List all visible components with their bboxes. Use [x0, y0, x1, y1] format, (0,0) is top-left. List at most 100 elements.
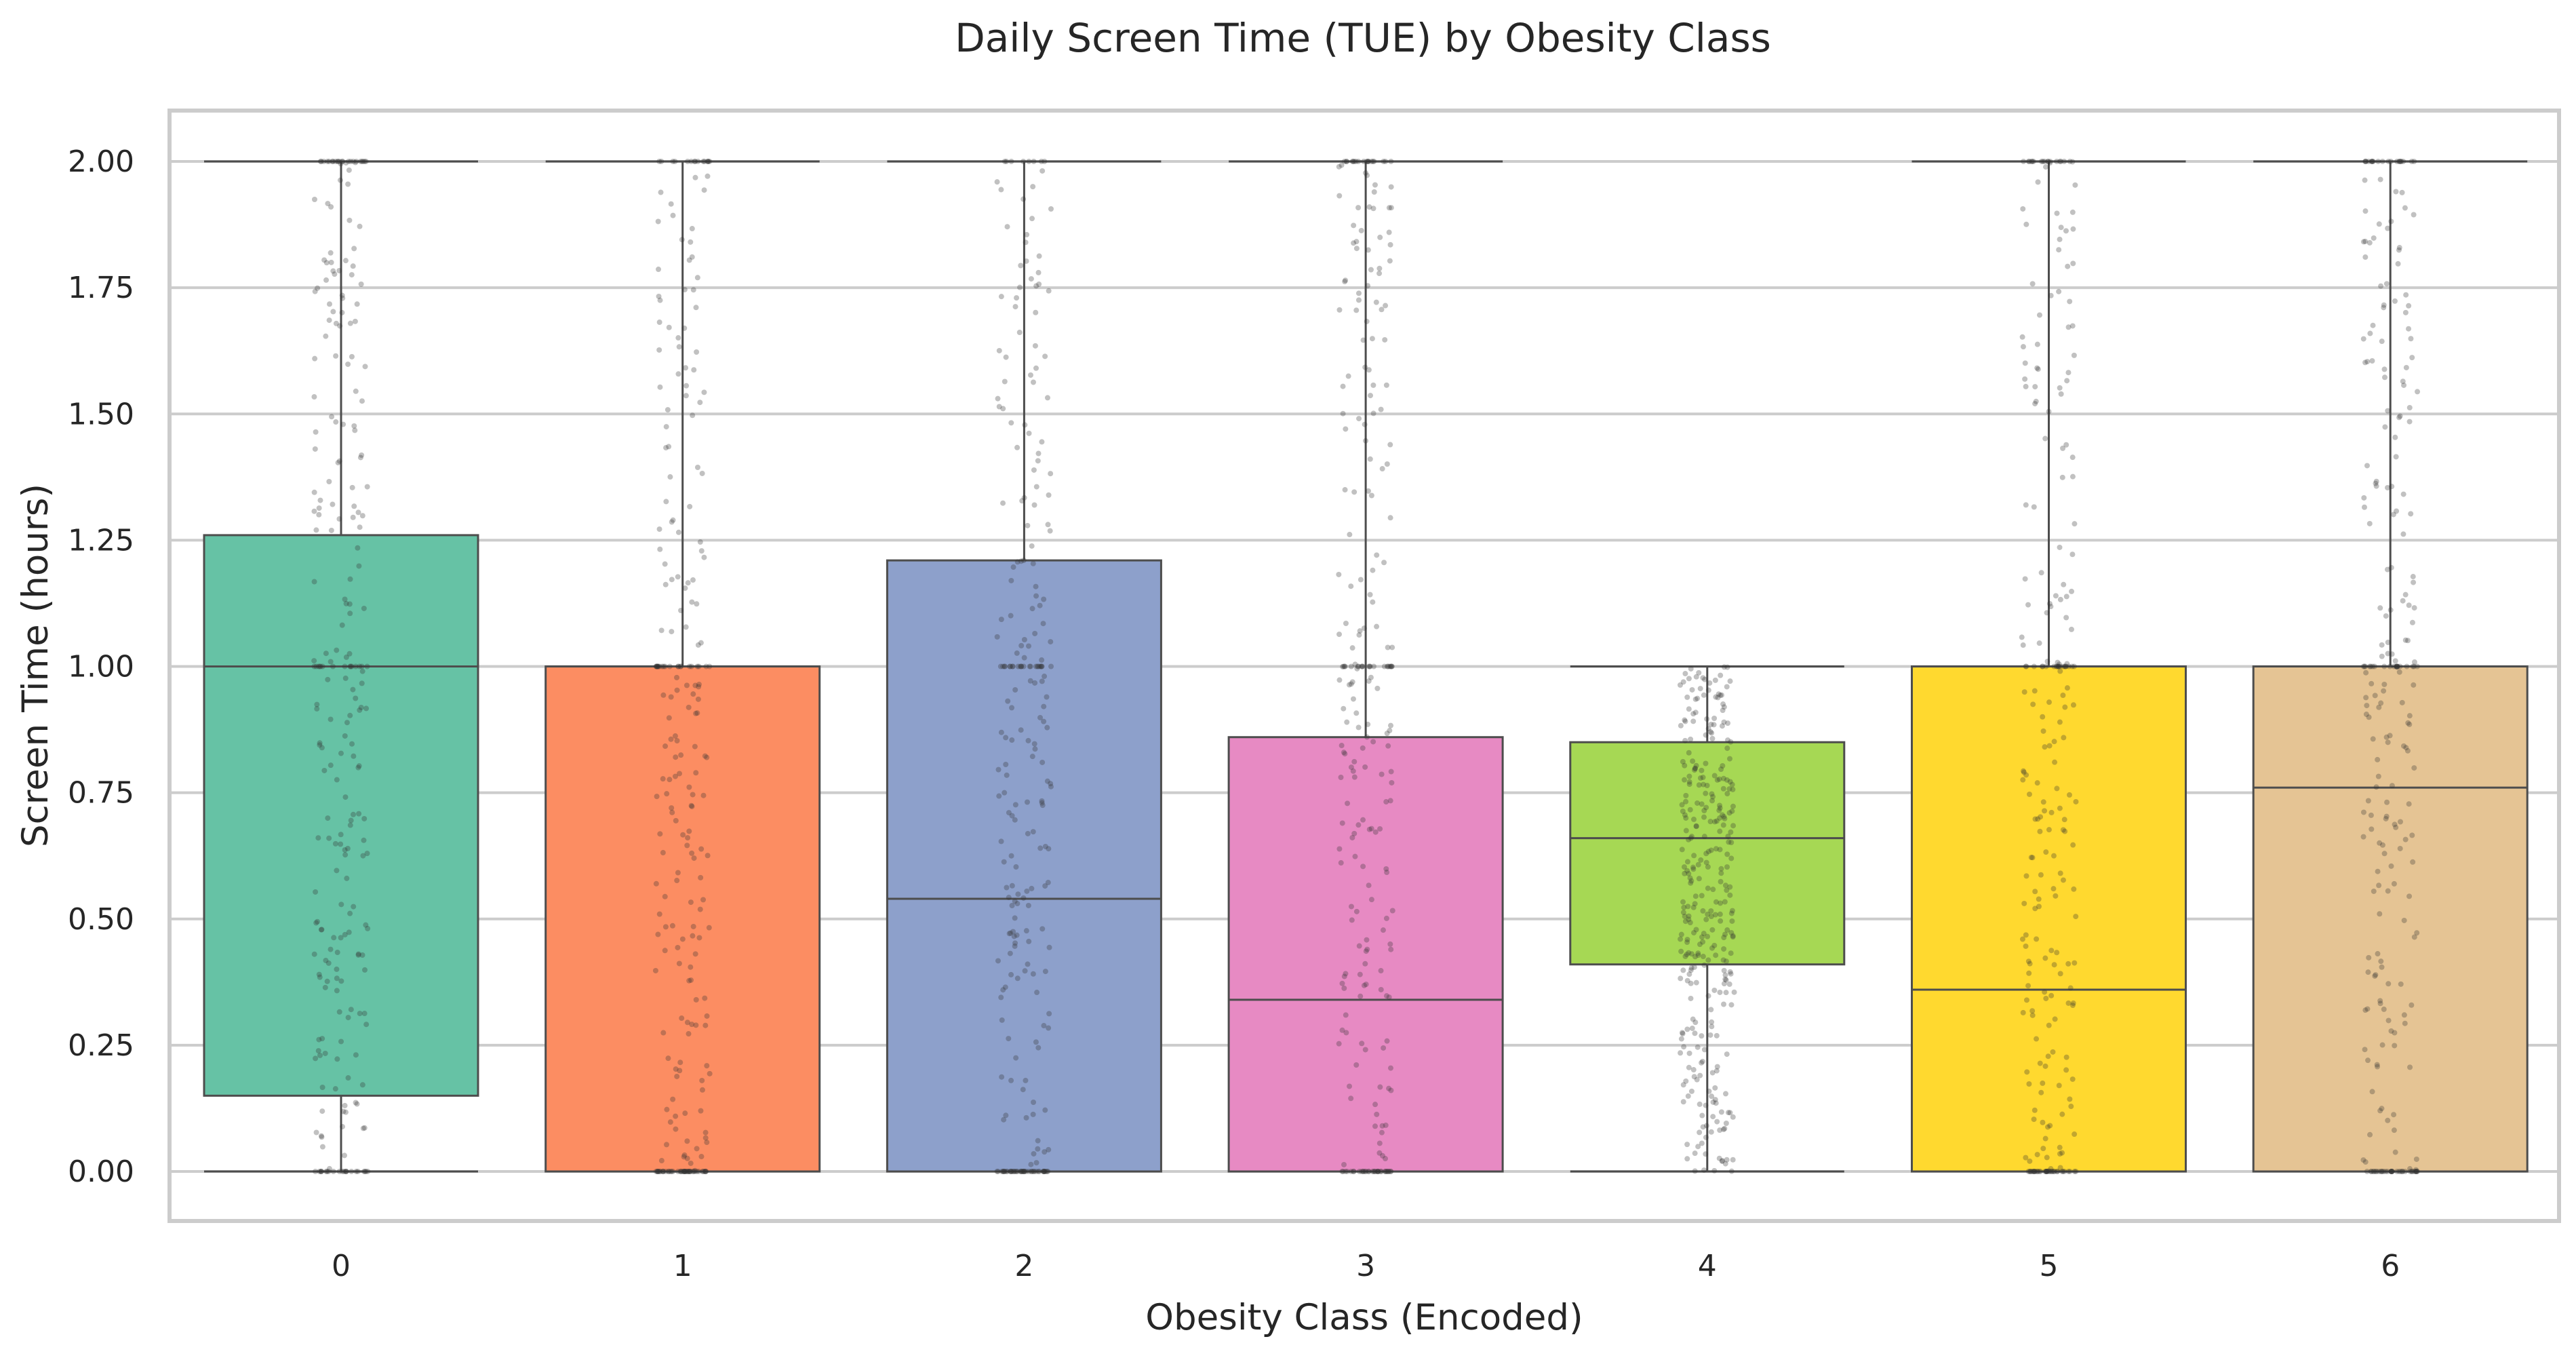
strip-point [1714, 777, 1720, 783]
strip-point [677, 1169, 683, 1174]
strip-point [1679, 847, 1685, 853]
strip-point [689, 226, 695, 232]
strip-point [702, 1169, 709, 1174]
strip-point [1012, 304, 1018, 310]
strip-point [1039, 759, 1046, 765]
strip-point [1339, 1169, 1345, 1174]
strip-point [2374, 1062, 2380, 1068]
strip-point [1336, 846, 1343, 852]
strip-point [343, 1169, 349, 1174]
strip-point [338, 832, 344, 838]
strip-point [1367, 663, 1373, 670]
strip-point [2406, 303, 2412, 309]
strip-point [1703, 851, 1709, 857]
strip-point [1686, 750, 1692, 756]
strip-point [325, 960, 332, 966]
strip-point [1041, 1169, 1047, 1174]
strip-point [658, 627, 665, 634]
strip-point [1694, 1076, 1700, 1083]
strip-point [1018, 663, 1025, 670]
strip-point [2027, 961, 2033, 967]
strip-point [1365, 488, 1371, 494]
strip-point [1370, 567, 1376, 573]
strip-point [693, 305, 699, 311]
strip-point [360, 1125, 366, 1131]
strip-point [654, 1169, 660, 1174]
strip-point [656, 911, 662, 917]
strip-point [344, 845, 351, 851]
strip-point [996, 347, 1002, 353]
strip-point [1034, 990, 1040, 996]
strip-point [362, 1169, 368, 1174]
strip-point [1703, 804, 1709, 811]
strip-point [1699, 1140, 1705, 1146]
strip-point [1048, 639, 1054, 645]
strip-point [353, 1052, 359, 1058]
strip-point [2060, 827, 2066, 833]
strip-point [1689, 1025, 1695, 1031]
strip-point [1684, 939, 1690, 946]
strip-point [674, 878, 680, 884]
strip-point [1713, 694, 1719, 700]
strip-point [1008, 1169, 1014, 1174]
strip-point [686, 663, 692, 670]
strip-point [2042, 435, 2048, 442]
strip-point [2034, 1036, 2040, 1042]
strip-point [1349, 917, 1355, 923]
strip-point [1688, 995, 1694, 1001]
strip-point [1388, 1169, 1394, 1174]
strip-point [2024, 1069, 2030, 1075]
strip-point [1365, 247, 1371, 253]
strip-point [319, 1085, 325, 1091]
strip-point [693, 996, 699, 1003]
strip-point [2050, 886, 2057, 892]
strip-point [1680, 899, 1686, 905]
strip-point [1042, 674, 1048, 680]
strip-point [1031, 467, 1037, 473]
strip-point [1041, 718, 1047, 724]
strip-point [2036, 896, 2042, 902]
strip-point [348, 1007, 354, 1013]
strip-point [353, 695, 359, 701]
strip-point [1384, 461, 1390, 467]
strip-point [2034, 1169, 2040, 1174]
strip-point [1015, 663, 1021, 670]
strip-point [1353, 710, 1360, 716]
strip-point [1362, 170, 1368, 176]
strip-point [1682, 812, 1688, 818]
strip-point [364, 851, 370, 857]
strip-point [2406, 721, 2413, 727]
strip-point [2053, 593, 2059, 599]
strip-point [2377, 176, 2383, 182]
strip-point [2362, 1047, 2368, 1053]
strip-point [657, 1169, 663, 1174]
strip-point [313, 1169, 319, 1174]
strip-point [1023, 1169, 1029, 1174]
strip-point [346, 601, 353, 607]
strip-point [1718, 866, 1724, 872]
strip-point [1343, 1030, 1349, 1036]
strip-point [1010, 929, 1016, 935]
strip-point [356, 763, 362, 769]
strip-point [2371, 1169, 2377, 1174]
strip-point [1385, 663, 1391, 670]
box-1 [544, 160, 821, 1173]
strip-point [2072, 1131, 2078, 1138]
strip-point [1703, 1123, 1709, 1129]
strip-point [2051, 962, 2057, 968]
strip-point [2379, 842, 2385, 848]
strip-point [1014, 975, 1021, 982]
strip-point [2368, 1169, 2374, 1174]
strip-point [1365, 283, 1371, 289]
strip-point [2413, 1169, 2419, 1174]
strip-point [2381, 663, 2387, 670]
strip-point [1690, 758, 1696, 764]
strip-point [315, 918, 321, 925]
strip-point [693, 770, 699, 776]
strip-point [2370, 322, 2376, 328]
strip-point [2073, 798, 2079, 804]
strip-point [673, 1113, 679, 1119]
strip-point [2404, 748, 2411, 754]
strip-point [316, 511, 322, 518]
strip-point [2032, 1169, 2038, 1174]
